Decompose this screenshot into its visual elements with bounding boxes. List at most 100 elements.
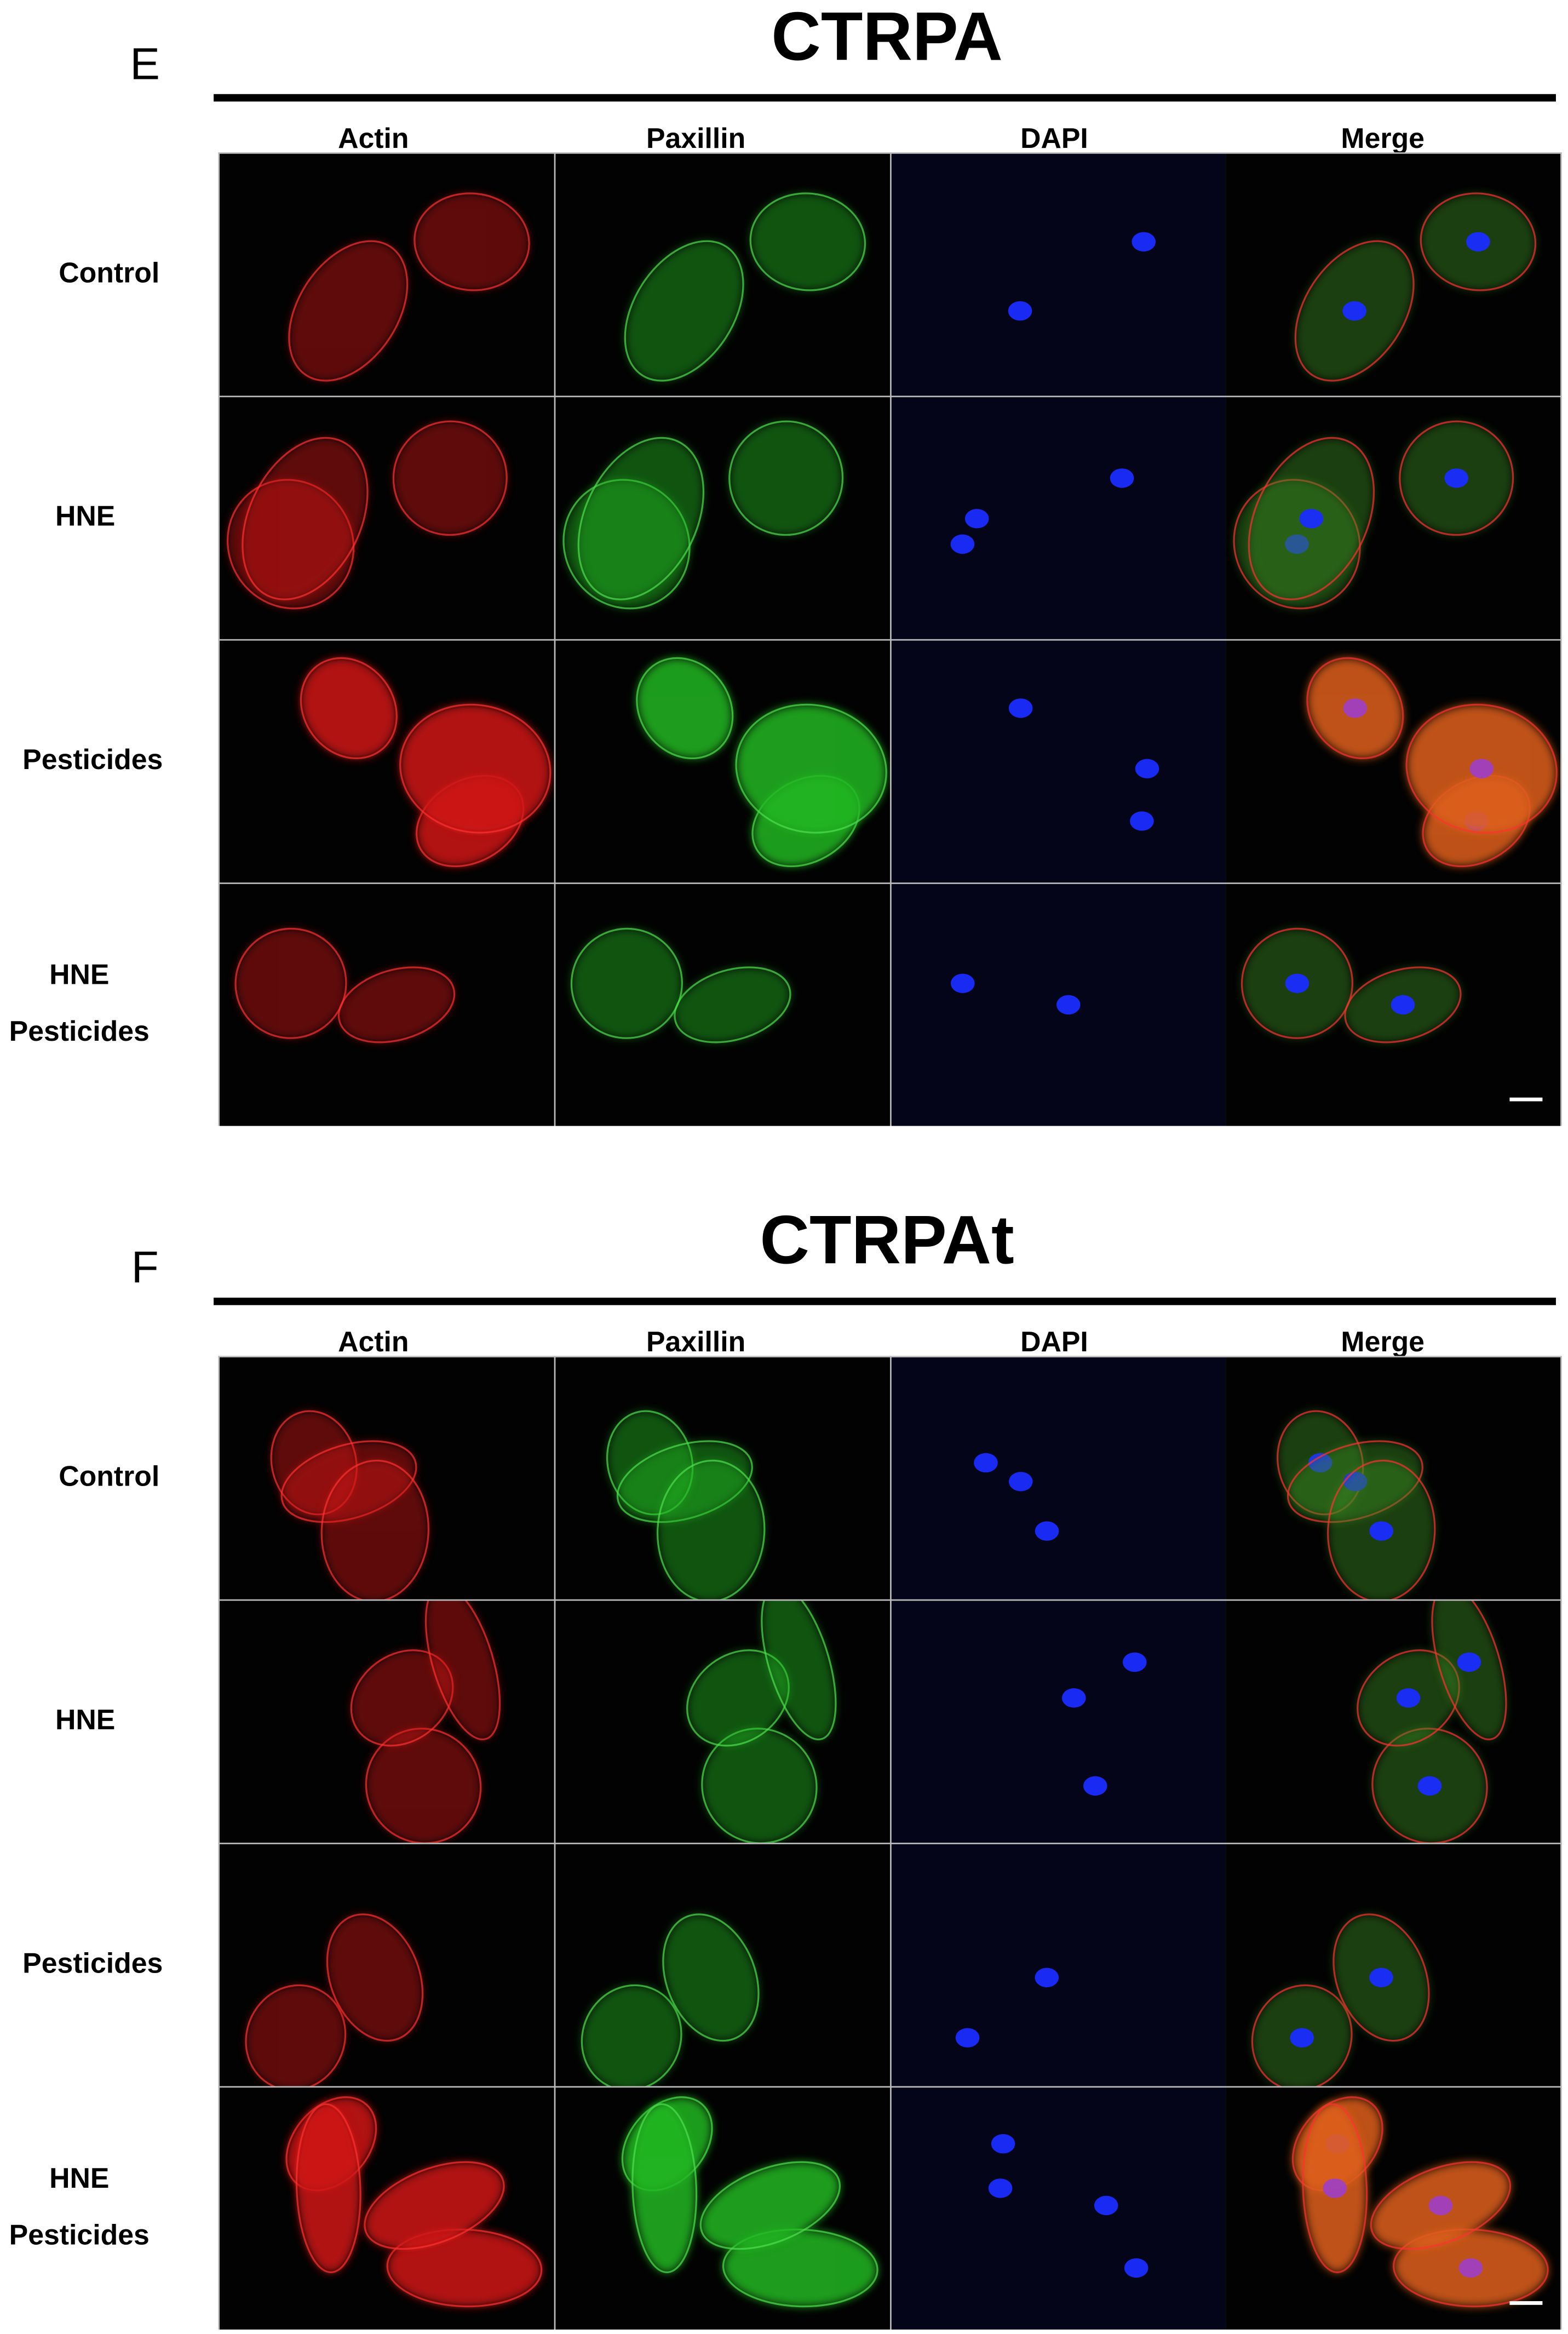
row-label: Control — [59, 1460, 159, 1492]
micrograph-content — [1277, 1410, 1436, 1599]
nucleus — [955, 2028, 980, 2048]
micrograph — [220, 884, 554, 1126]
micrograph-bg — [891, 2088, 1226, 2330]
nucleus — [991, 2134, 1015, 2154]
nucleus — [1342, 301, 1366, 321]
nucleus — [950, 534, 975, 554]
nucleus — [1124, 2258, 1148, 2278]
column-header: DAPI — [1020, 1326, 1088, 1357]
cell-body — [327, 1914, 423, 2041]
cell-edge — [749, 192, 866, 291]
cell-edge — [1240, 927, 1353, 1039]
cell-edge — [631, 2103, 698, 2273]
micrograph — [891, 640, 1226, 883]
micrograph-bg — [891, 640, 1226, 883]
nucleus — [1290, 2028, 1314, 2048]
cell-edge — [1420, 192, 1537, 291]
cell-edge — [413, 192, 530, 291]
micrograph — [220, 2088, 554, 2330]
micrograph — [220, 1601, 554, 1843]
row-label: Control — [59, 256, 159, 288]
micrograph — [1226, 884, 1561, 1126]
cell-body — [700, 2162, 840, 2249]
panel-title: CTRPA — [771, 0, 1003, 74]
nucleus — [1391, 995, 1415, 1015]
column-header: DAPI — [1020, 122, 1088, 154]
cell-body — [571, 928, 682, 1039]
nucleus — [964, 509, 989, 529]
cell-edge — [577, 437, 705, 600]
micrograph-content — [950, 468, 1134, 554]
cell-body — [723, 2229, 878, 2307]
micrograph-content — [350, 1601, 501, 1843]
micrograph-content — [1240, 927, 1462, 1043]
micrograph — [891, 1357, 1226, 1599]
micrograph-bg — [891, 397, 1226, 639]
micrograph — [555, 1357, 891, 1599]
micrograph-content — [621, 2096, 878, 2308]
cell-body — [426, 1601, 500, 1740]
cell-edge — [1405, 703, 1558, 834]
cell-edge — [242, 437, 369, 600]
micrograph-bg — [891, 1844, 1226, 2086]
nucleus — [1444, 468, 1469, 488]
nucleus — [1130, 811, 1154, 831]
cell-body — [242, 438, 367, 600]
cell-body — [761, 1601, 836, 1740]
cell-edge — [1370, 2161, 1512, 2250]
cell-edge — [699, 2161, 841, 2250]
nucleus — [1369, 1521, 1394, 1541]
micrograph-bg — [891, 1357, 1226, 1599]
cell-edge — [728, 420, 844, 536]
micrograph — [220, 640, 554, 883]
nucleus — [1035, 1968, 1059, 1987]
micrograph-content — [636, 657, 887, 868]
micrograph — [1226, 640, 1561, 883]
nucleus — [1094, 2195, 1118, 2216]
micrograph-content — [1062, 1652, 1147, 1796]
panel-letter: E — [130, 39, 160, 89]
cell-body — [351, 1650, 453, 1746]
micrograph-content — [570, 927, 791, 1043]
cell-edge — [570, 927, 683, 1039]
nucleus — [974, 1453, 998, 1473]
cell-edge — [1302, 2103, 1368, 2273]
title-rule — [214, 1298, 1556, 1305]
cell-edge — [581, 1984, 682, 2086]
micrograph-content — [226, 420, 508, 610]
nucleus — [1062, 1688, 1086, 1708]
nucleus — [1417, 1776, 1442, 1796]
nucleus — [1323, 2178, 1347, 2198]
micrograph-content — [1008, 232, 1156, 321]
cell-edge — [364, 2161, 505, 2250]
micrograph — [891, 2088, 1226, 2330]
nucleus — [988, 2178, 1013, 2198]
micrograph-content — [562, 420, 844, 610]
cell-body — [625, 241, 743, 381]
micrograph — [891, 397, 1226, 639]
nucleus — [1458, 2258, 1483, 2278]
cell-body — [582, 1985, 681, 2086]
cell-body — [366, 1728, 481, 1843]
micrograph — [555, 884, 891, 1126]
cell-body — [246, 1985, 346, 2086]
micrograph — [555, 640, 891, 883]
column-header: Paxillin — [646, 1326, 745, 1357]
column-header: Actin — [338, 122, 409, 154]
nucleus — [1396, 1688, 1421, 1708]
cell-edge — [288, 240, 409, 382]
cell-edge — [1431, 1601, 1507, 1741]
micrograph-content — [950, 973, 1081, 1015]
micrograph-content — [988, 2134, 1148, 2278]
cell-body — [729, 421, 843, 535]
micrograph-content — [581, 1913, 760, 2086]
scale-bar — [1509, 2301, 1543, 2305]
micrograph — [1226, 153, 1561, 396]
panel-letter: F — [131, 1243, 159, 1293]
nucleus — [1299, 509, 1324, 529]
micrograph — [555, 1601, 891, 1843]
cell-edge — [399, 703, 552, 834]
cell-body — [657, 1460, 765, 1599]
nucleus — [1008, 698, 1033, 718]
